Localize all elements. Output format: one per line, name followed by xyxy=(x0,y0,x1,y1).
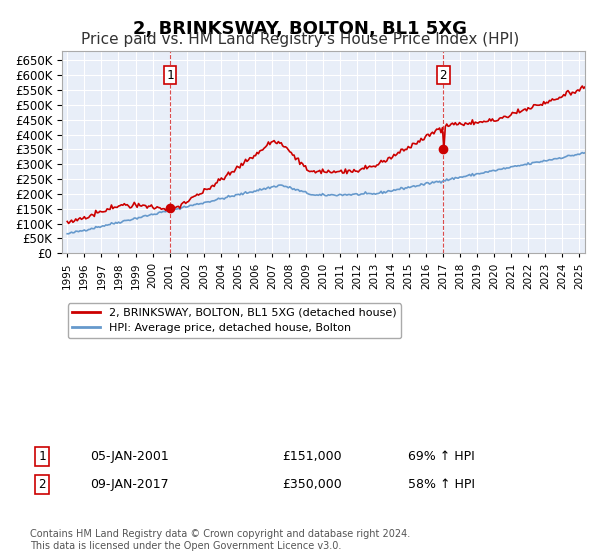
Text: 69% ↑ HPI: 69% ↑ HPI xyxy=(408,450,475,463)
Text: 1: 1 xyxy=(166,69,174,82)
Text: £151,000: £151,000 xyxy=(282,450,341,463)
Text: 58% ↑ HPI: 58% ↑ HPI xyxy=(408,478,475,491)
Text: 2, BRINKSWAY, BOLTON, BL1 5XG: 2, BRINKSWAY, BOLTON, BL1 5XG xyxy=(133,20,467,38)
Text: 09-JAN-2017: 09-JAN-2017 xyxy=(90,478,169,491)
Text: Contains HM Land Registry data © Crown copyright and database right 2024.
This d: Contains HM Land Registry data © Crown c… xyxy=(30,529,410,551)
Legend: 2, BRINKSWAY, BOLTON, BL1 5XG (detached house), HPI: Average price, detached hou: 2, BRINKSWAY, BOLTON, BL1 5XG (detached … xyxy=(68,304,401,338)
Text: £350,000: £350,000 xyxy=(282,478,342,491)
Text: 1: 1 xyxy=(38,450,46,463)
Text: Price paid vs. HM Land Registry's House Price Index (HPI): Price paid vs. HM Land Registry's House … xyxy=(81,32,519,48)
Text: 2: 2 xyxy=(440,69,447,82)
Text: 05-JAN-2001: 05-JAN-2001 xyxy=(90,450,169,463)
Text: 2: 2 xyxy=(38,478,46,491)
